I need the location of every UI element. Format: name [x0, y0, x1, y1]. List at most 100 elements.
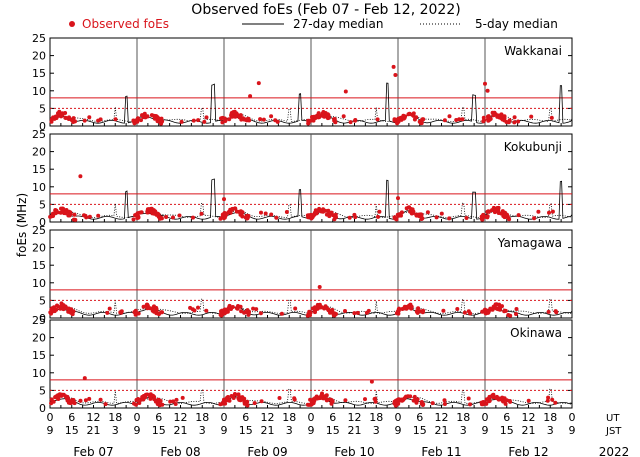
x-tick-label-jst: 9: [482, 424, 489, 437]
observed-foes-point: [154, 307, 159, 312]
observed-foes-point: [141, 304, 146, 309]
x-tick-label-ut: 6: [329, 411, 336, 424]
observed-foes-point: [408, 394, 413, 399]
x-tick-label-ut: 18: [195, 411, 209, 424]
observed-foes-point: [60, 209, 65, 214]
y-tick-label: 10: [32, 277, 46, 290]
observed-foes-point: [419, 121, 424, 126]
observed-foes-point: [503, 210, 507, 215]
observed-foes-point: [259, 210, 263, 215]
observed-foes-point: [547, 210, 551, 215]
observed-foes-point: [269, 212, 274, 217]
observed-foes-point: [191, 118, 196, 123]
observed-foes-point: [396, 119, 401, 124]
x-tick-label-jst: 21: [174, 424, 188, 437]
observed-foes-point: [222, 211, 227, 216]
day-label: Feb 10: [334, 445, 374, 457]
observed-foes-point: [375, 117, 380, 122]
observed-foes-point: [402, 306, 407, 311]
x-tick-label-jst: 21: [261, 424, 275, 437]
observed-foes-point: [348, 120, 353, 125]
observed-foes-point: [502, 215, 507, 220]
observed-foes-outlier: [393, 73, 398, 77]
observed-foes-point: [482, 118, 486, 123]
observed-foes-point: [499, 211, 504, 216]
observed-foes-point: [160, 119, 165, 124]
observed-foes-point: [468, 402, 472, 407]
observed-foes-point: [153, 399, 158, 404]
observed-foes-point: [196, 305, 200, 310]
observed-foes-point: [502, 309, 507, 314]
y-tick-label: 15: [32, 67, 46, 80]
observed-foes-point: [442, 398, 447, 403]
observed-foes-point: [192, 308, 197, 313]
x-tick-label-ut: 18: [456, 411, 470, 424]
y-tick-label: 0: [39, 312, 46, 325]
observed-foes-point: [483, 401, 488, 405]
observed-foes-point: [234, 209, 239, 214]
observed-foes-point: [223, 118, 228, 122]
observed-foes-point: [309, 118, 314, 123]
observed-foes-point: [512, 115, 517, 120]
observed-foes-point: [341, 114, 346, 119]
observed-foes-outlier: [391, 64, 396, 69]
observed-foes-point: [234, 306, 239, 311]
observed-foes-point: [67, 209, 72, 214]
observed-foes-outlier: [485, 88, 490, 93]
observed-foes-point: [462, 310, 467, 315]
observed-foes-point: [84, 215, 89, 220]
observed-foes-point: [553, 309, 558, 314]
observed-foes-point: [98, 397, 103, 402]
observed-foes-point: [51, 214, 55, 218]
observed-foes-point: [454, 118, 459, 122]
observed-foes-point: [506, 120, 511, 125]
observed-foes-point: [414, 213, 419, 218]
y-axis-label: foEs (MHz): [15, 193, 29, 257]
observed-foes-point: [258, 117, 263, 122]
observed-foes-point: [309, 400, 314, 405]
observed-foes-point: [317, 303, 322, 308]
observed-foes-point: [324, 305, 329, 310]
y-tick-label: 25: [32, 128, 46, 141]
observed-foes-point: [254, 307, 259, 312]
x-tick-label-jst: 3: [460, 424, 467, 437]
observed-foes-point: [420, 216, 425, 221]
observed-foes-point: [486, 117, 491, 122]
observed-foes-point: [51, 399, 56, 404]
observed-foes-point: [232, 392, 237, 396]
observed-foes-point: [219, 311, 224, 316]
x-tick-label-jst: 9: [308, 424, 315, 437]
y-tick-label: 0: [39, 120, 46, 133]
observed-foes-point: [87, 214, 92, 219]
observed-foes-point: [347, 215, 352, 220]
y-tick-label: 15: [32, 259, 46, 272]
observed-foes-point: [491, 205, 496, 210]
day-label: Feb 11: [421, 445, 461, 457]
y-tick-label: 25: [32, 314, 46, 327]
observed-foes-point: [364, 310, 369, 315]
observed-foes-point: [486, 309, 491, 314]
x-tick-label-jst: 3: [112, 424, 119, 437]
y-tick-label: 20: [32, 146, 46, 159]
observed-foes-point: [494, 395, 499, 400]
observed-foes-point: [269, 114, 274, 119]
day-label: Feb 07: [73, 445, 113, 457]
observed-foes-point: [78, 398, 83, 403]
legend-27day-label: 27-day median: [293, 17, 383, 31]
observed-foes-point: [277, 396, 282, 400]
y-tick-label: 10: [32, 85, 46, 98]
observed-foes-point: [412, 117, 417, 122]
observed-foes-point: [118, 310, 123, 315]
observed-foes-point: [321, 209, 326, 214]
observed-foes-point: [144, 303, 149, 308]
y-tick-label: 5: [39, 294, 46, 307]
x-tick-label-ut: 0: [482, 411, 489, 424]
observed-foes-point: [240, 396, 245, 401]
observed-foes-point: [447, 114, 452, 119]
observed-foes-point: [274, 215, 279, 220]
day-label: Feb 09: [247, 445, 287, 457]
observed-foes-point: [466, 396, 471, 401]
x-tick-label-ut: 6: [242, 411, 249, 424]
observed-foes-point: [71, 217, 76, 222]
observed-foes-point: [363, 397, 367, 402]
